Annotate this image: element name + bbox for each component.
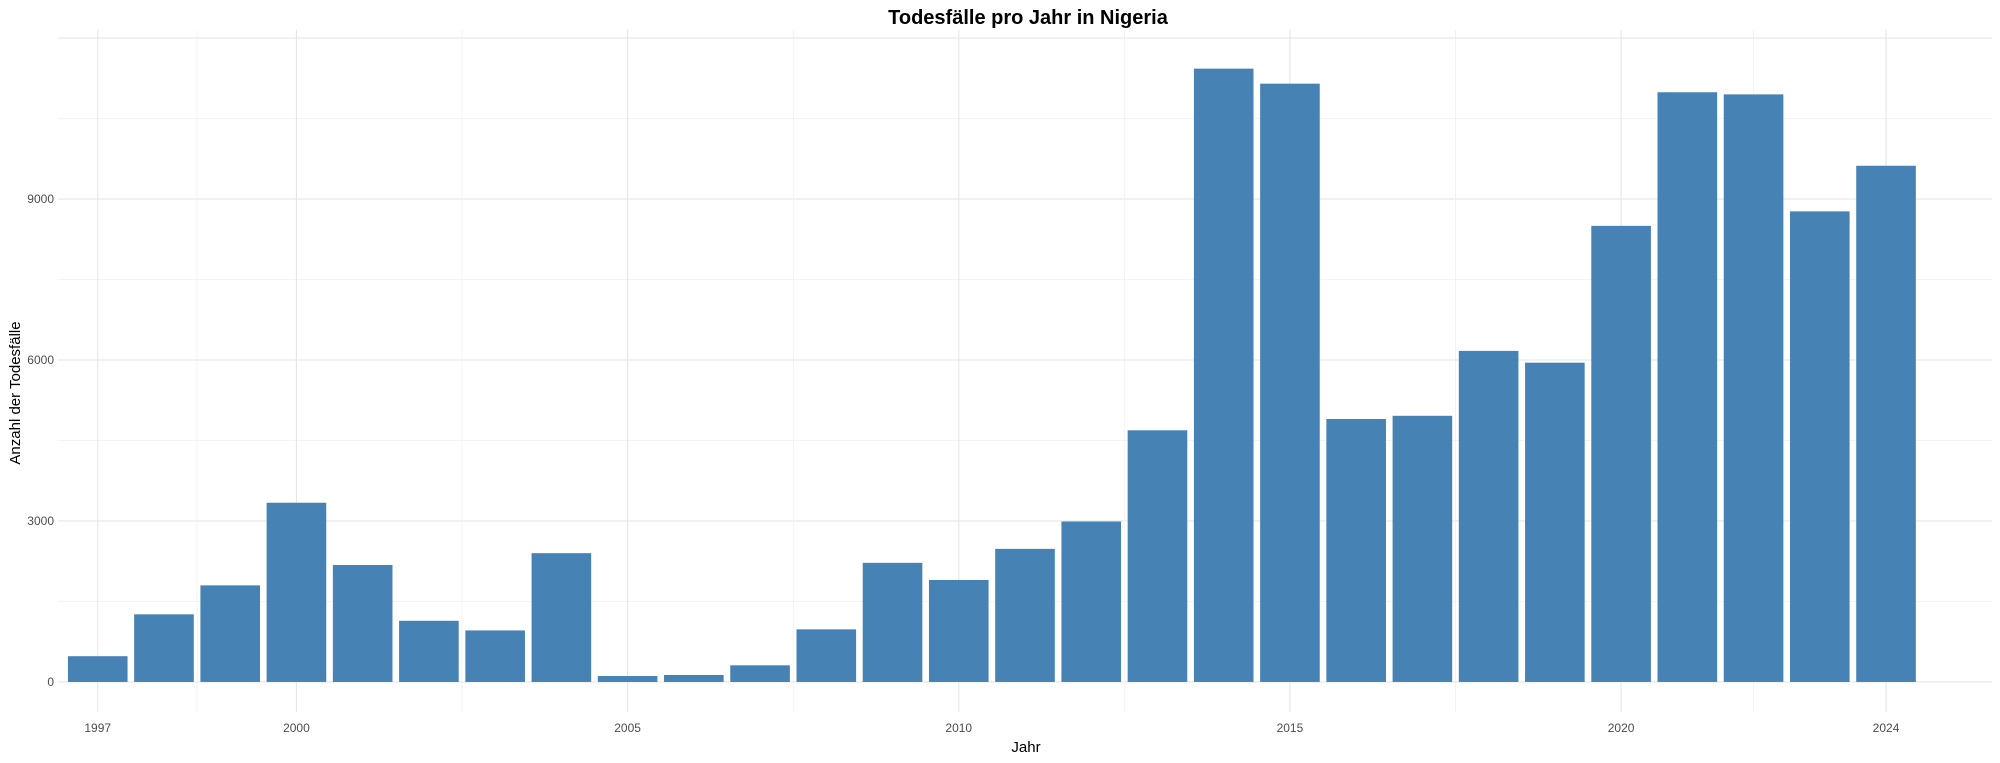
x-tick-label: 2000: [283, 721, 310, 735]
x-tick-label: 2024: [1873, 721, 1900, 735]
bar-2024: [1856, 165, 1916, 682]
bar-2006: [664, 674, 724, 682]
bar-2021: [1657, 92, 1718, 682]
bar-2002: [399, 620, 459, 682]
bar-1999: [200, 585, 261, 682]
bar-2011: [995, 548, 1055, 682]
bar-2022: [1723, 94, 1784, 682]
bar-2019: [1525, 362, 1585, 682]
x-tick-label: 2010: [945, 721, 972, 735]
x-tick-label: 2015: [1277, 721, 1304, 735]
bar-2015: [1260, 83, 1320, 682]
bar-2001: [332, 564, 393, 682]
y-tick-label: 3000: [27, 514, 54, 528]
bar-2018: [1458, 350, 1519, 682]
y-axis-title: Anzahl der Todesfälle: [7, 321, 24, 464]
y-tick-label: 9000: [27, 192, 54, 206]
bar-2010: [928, 580, 989, 682]
bars-layer: [67, 68, 1916, 682]
bar-2003: [465, 630, 525, 682]
bar-1998: [134, 614, 194, 682]
bar-2023: [1789, 211, 1850, 682]
bar-2000: [266, 502, 327, 682]
y-tick-label: 0: [47, 675, 54, 689]
bar-2009: [862, 562, 923, 682]
x-axis-title: Jahr: [1011, 739, 1040, 756]
bar-2020: [1591, 225, 1651, 682]
x-tick-label: 2020: [1608, 721, 1635, 735]
bar-1997: [67, 656, 128, 682]
bar-2014: [1193, 68, 1254, 682]
x-tick-label: 1997: [84, 721, 111, 735]
bar-2008: [796, 629, 857, 682]
bar-2004: [531, 553, 592, 682]
chart-title: Todesfälle pro Jahr in Nigeria: [888, 7, 1169, 29]
bar-2017: [1392, 415, 1453, 682]
bar-2005: [597, 676, 658, 682]
y-tick-label: 6000: [27, 353, 54, 367]
bar-2007: [730, 665, 790, 682]
bar-2016: [1326, 419, 1386, 682]
x-axis-ticks: 1997 2000 2005 2010 2015 2020 2024: [84, 721, 1899, 735]
x-tick-label: 2005: [614, 721, 641, 735]
bar-2012: [1061, 521, 1122, 682]
y-axis-ticks: 0 3000 6000 9000: [27, 192, 54, 689]
bar-2013: [1127, 430, 1188, 682]
